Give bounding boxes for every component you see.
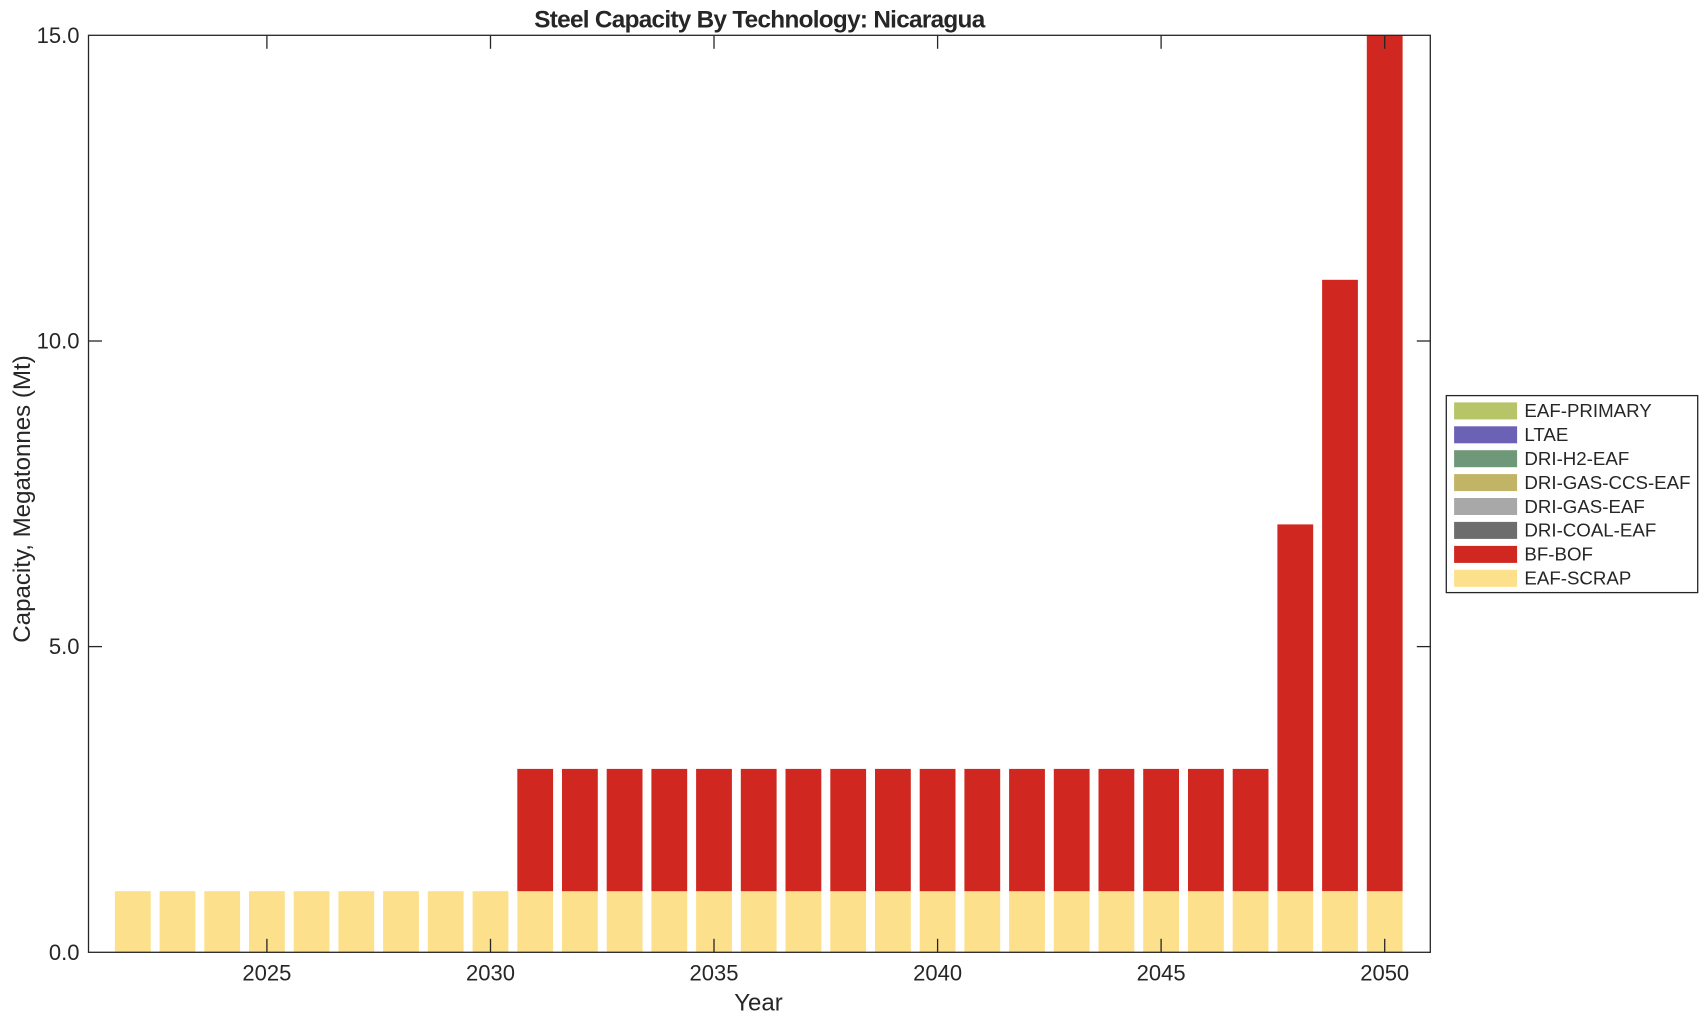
- svg-text:DRI-H2-EAF: DRI-H2-EAF: [1524, 448, 1629, 469]
- svg-text:EAF-SCRAP: EAF-SCRAP: [1524, 568, 1631, 589]
- svg-text:Capacity, Megatonnes (Mt): Capacity, Megatonnes (Mt): [9, 355, 36, 642]
- svg-text:EAF-PRIMARY: EAF-PRIMARY: [1524, 400, 1652, 421]
- svg-text:2045: 2045: [1137, 961, 1186, 986]
- svg-text:2025: 2025: [242, 961, 291, 986]
- svg-text:Steel Capacity By Technology:: Steel Capacity By Technology: Nicaragua: [534, 6, 985, 33]
- svg-text:DRI-COAL-EAF: DRI-COAL-EAF: [1524, 520, 1656, 541]
- svg-text:5.0: 5.0: [49, 634, 80, 659]
- svg-text:10.0: 10.0: [37, 329, 80, 354]
- svg-text:2035: 2035: [690, 961, 739, 986]
- svg-text:0.0: 0.0: [49, 940, 80, 965]
- svg-text:LTAE: LTAE: [1524, 424, 1568, 445]
- svg-text:2040: 2040: [913, 961, 962, 986]
- svg-text:15.0: 15.0: [37, 23, 80, 48]
- svg-text:Year: Year: [734, 989, 783, 1016]
- svg-text:DRI-GAS-CCS-EAF: DRI-GAS-CCS-EAF: [1524, 472, 1690, 493]
- svg-text:2030: 2030: [466, 961, 515, 986]
- svg-text:DRI-GAS-EAF: DRI-GAS-EAF: [1524, 496, 1644, 517]
- svg-text:2050: 2050: [1360, 961, 1409, 986]
- svg-text:BF-BOF: BF-BOF: [1524, 544, 1593, 565]
